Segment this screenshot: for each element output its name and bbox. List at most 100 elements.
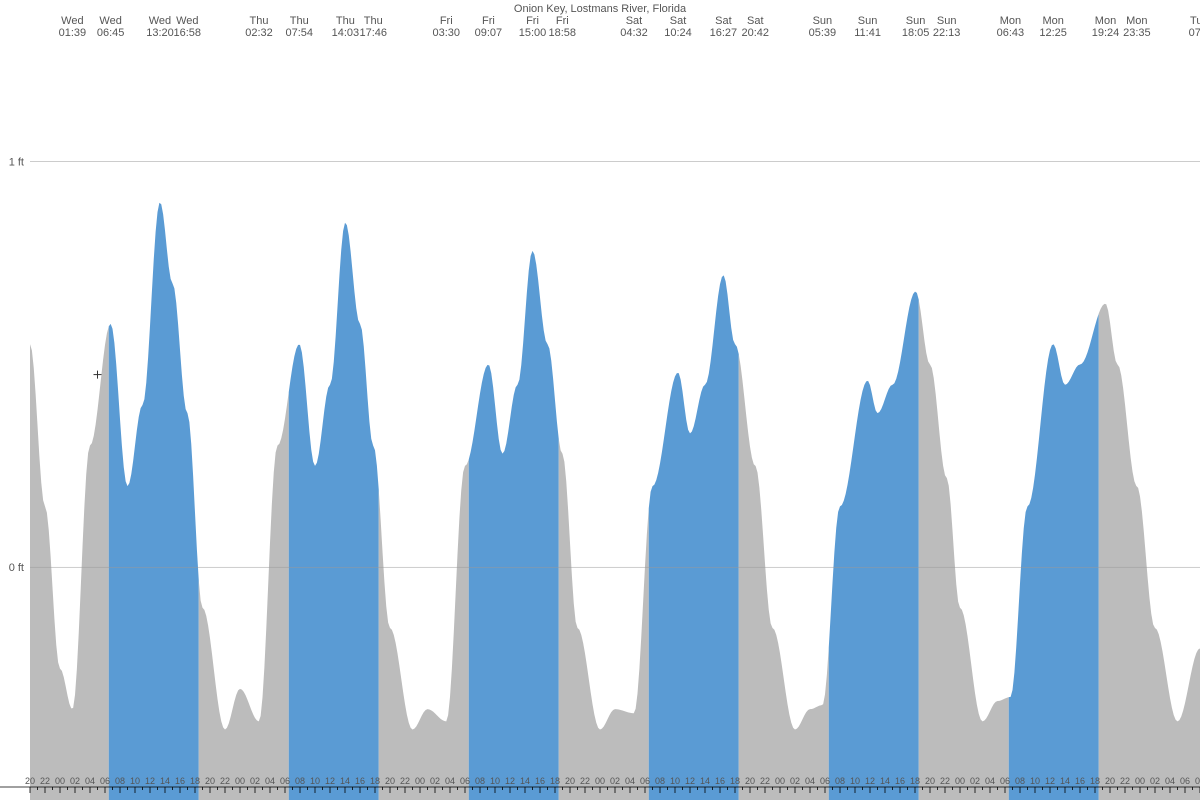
header-time: 20:42 bbox=[741, 27, 769, 39]
header-day: Fri bbox=[556, 15, 569, 27]
hour-label: 08 bbox=[115, 776, 125, 786]
hour-label: 16 bbox=[355, 776, 365, 786]
hour-label: 18 bbox=[550, 776, 560, 786]
tide-segment bbox=[829, 292, 919, 800]
header-day: Fri bbox=[482, 15, 495, 27]
hour-label: 22 bbox=[220, 776, 230, 786]
header-time: 03:30 bbox=[432, 27, 460, 39]
header-time: 15:00 bbox=[519, 27, 547, 39]
header-day: Thu bbox=[249, 15, 268, 27]
header-day: Sun bbox=[937, 15, 957, 27]
header-time: 16:27 bbox=[710, 27, 738, 39]
header-time: 09:07 bbox=[475, 27, 503, 39]
hour-label: 14 bbox=[340, 776, 350, 786]
header-day: Mon bbox=[1000, 15, 1021, 27]
hour-label: 10 bbox=[490, 776, 500, 786]
header-time: 18:58 bbox=[549, 27, 577, 39]
hour-label: 22 bbox=[760, 776, 770, 786]
hour-label: 16 bbox=[1075, 776, 1085, 786]
hour-label: 20 bbox=[25, 776, 35, 786]
header-day: Sun bbox=[813, 15, 833, 27]
hour-label: 04 bbox=[985, 776, 995, 786]
tide-segment bbox=[199, 392, 289, 800]
hour-label: 12 bbox=[145, 776, 155, 786]
tide-segment bbox=[1009, 314, 1099, 800]
hour-label: 08 bbox=[655, 776, 665, 786]
header-time: 07: bbox=[1189, 27, 1200, 39]
header-time: 16:58 bbox=[174, 27, 202, 39]
hour-label: 16 bbox=[535, 776, 545, 786]
tide-segment bbox=[739, 354, 829, 800]
tide-segment bbox=[109, 203, 199, 800]
header-day: Mon bbox=[1126, 15, 1147, 27]
hour-label: 16 bbox=[895, 776, 905, 786]
hour-label: 02 bbox=[430, 776, 440, 786]
hour-label: 04 bbox=[445, 776, 455, 786]
hour-label: 20 bbox=[745, 776, 755, 786]
header-day: Sat bbox=[626, 15, 643, 27]
header-day: Sat bbox=[670, 15, 687, 27]
header-day: Wed bbox=[99, 15, 121, 27]
header-time: 05:39 bbox=[809, 27, 837, 39]
header-day: Fri bbox=[526, 15, 539, 27]
hour-label: 06 bbox=[820, 776, 830, 786]
hour-label: 18 bbox=[730, 776, 740, 786]
hour-label: 02 bbox=[1150, 776, 1160, 786]
hour-label: 12 bbox=[1045, 776, 1055, 786]
header-time: 06:45 bbox=[97, 27, 125, 39]
header-time: 07:54 bbox=[285, 27, 313, 39]
header-day: Mon bbox=[1095, 15, 1116, 27]
hour-label: 04 bbox=[1165, 776, 1175, 786]
header-day: Wed bbox=[149, 15, 171, 27]
hour-label: 06 bbox=[1180, 776, 1190, 786]
hour-label: 22 bbox=[580, 776, 590, 786]
chart-title: Onion Key, Lostmans River, Florida bbox=[514, 3, 687, 15]
header-time: 04:32 bbox=[620, 27, 648, 39]
header-day: Wed bbox=[176, 15, 198, 27]
hour-label: 20 bbox=[925, 776, 935, 786]
header-time: 06:43 bbox=[997, 27, 1025, 39]
header-day: Thu bbox=[336, 15, 355, 27]
header-day: Thu bbox=[364, 15, 383, 27]
hour-label: 20 bbox=[565, 776, 575, 786]
header-day: Sat bbox=[715, 15, 732, 27]
hour-label: 12 bbox=[865, 776, 875, 786]
hour-label: 00 bbox=[415, 776, 425, 786]
hour-label: 12 bbox=[505, 776, 515, 786]
hour-label: 10 bbox=[670, 776, 680, 786]
hour-label: 14 bbox=[1060, 776, 1070, 786]
hour-label: 12 bbox=[325, 776, 335, 786]
tide-chart: 0 ft1 ftOnion Key, Lostmans River, Flori… bbox=[0, 0, 1200, 800]
hour-label: 08 bbox=[1195, 776, 1200, 786]
header-time: 22:13 bbox=[933, 27, 961, 39]
hour-label: 10 bbox=[310, 776, 320, 786]
header-time: 17:46 bbox=[360, 27, 388, 39]
hour-label: 14 bbox=[160, 776, 170, 786]
hour-label: 04 bbox=[625, 776, 635, 786]
hour-label: 18 bbox=[190, 776, 200, 786]
hour-label: 10 bbox=[850, 776, 860, 786]
hour-label: 00 bbox=[55, 776, 65, 786]
header-day: Thu bbox=[290, 15, 309, 27]
header-day: Tu bbox=[1190, 15, 1200, 27]
tide-segment bbox=[379, 460, 469, 800]
header-day: Sun bbox=[906, 15, 926, 27]
hour-label: 16 bbox=[175, 776, 185, 786]
hour-label: 12 bbox=[685, 776, 695, 786]
header-day: Sat bbox=[747, 15, 764, 27]
hour-label: 02 bbox=[790, 776, 800, 786]
tide-segment bbox=[289, 223, 379, 800]
hour-label: 10 bbox=[130, 776, 140, 786]
hour-label: 06 bbox=[100, 776, 110, 786]
hour-label: 00 bbox=[595, 776, 605, 786]
hour-label: 02 bbox=[70, 776, 80, 786]
hour-label: 22 bbox=[940, 776, 950, 786]
hour-label: 06 bbox=[460, 776, 470, 786]
hour-label: 04 bbox=[265, 776, 275, 786]
hour-label: 22 bbox=[40, 776, 50, 786]
hour-label: 02 bbox=[610, 776, 620, 786]
hour-label: 22 bbox=[1120, 776, 1130, 786]
tide-segment bbox=[919, 300, 1009, 800]
header-time: 02:32 bbox=[245, 27, 273, 39]
hour-label: 14 bbox=[700, 776, 710, 786]
